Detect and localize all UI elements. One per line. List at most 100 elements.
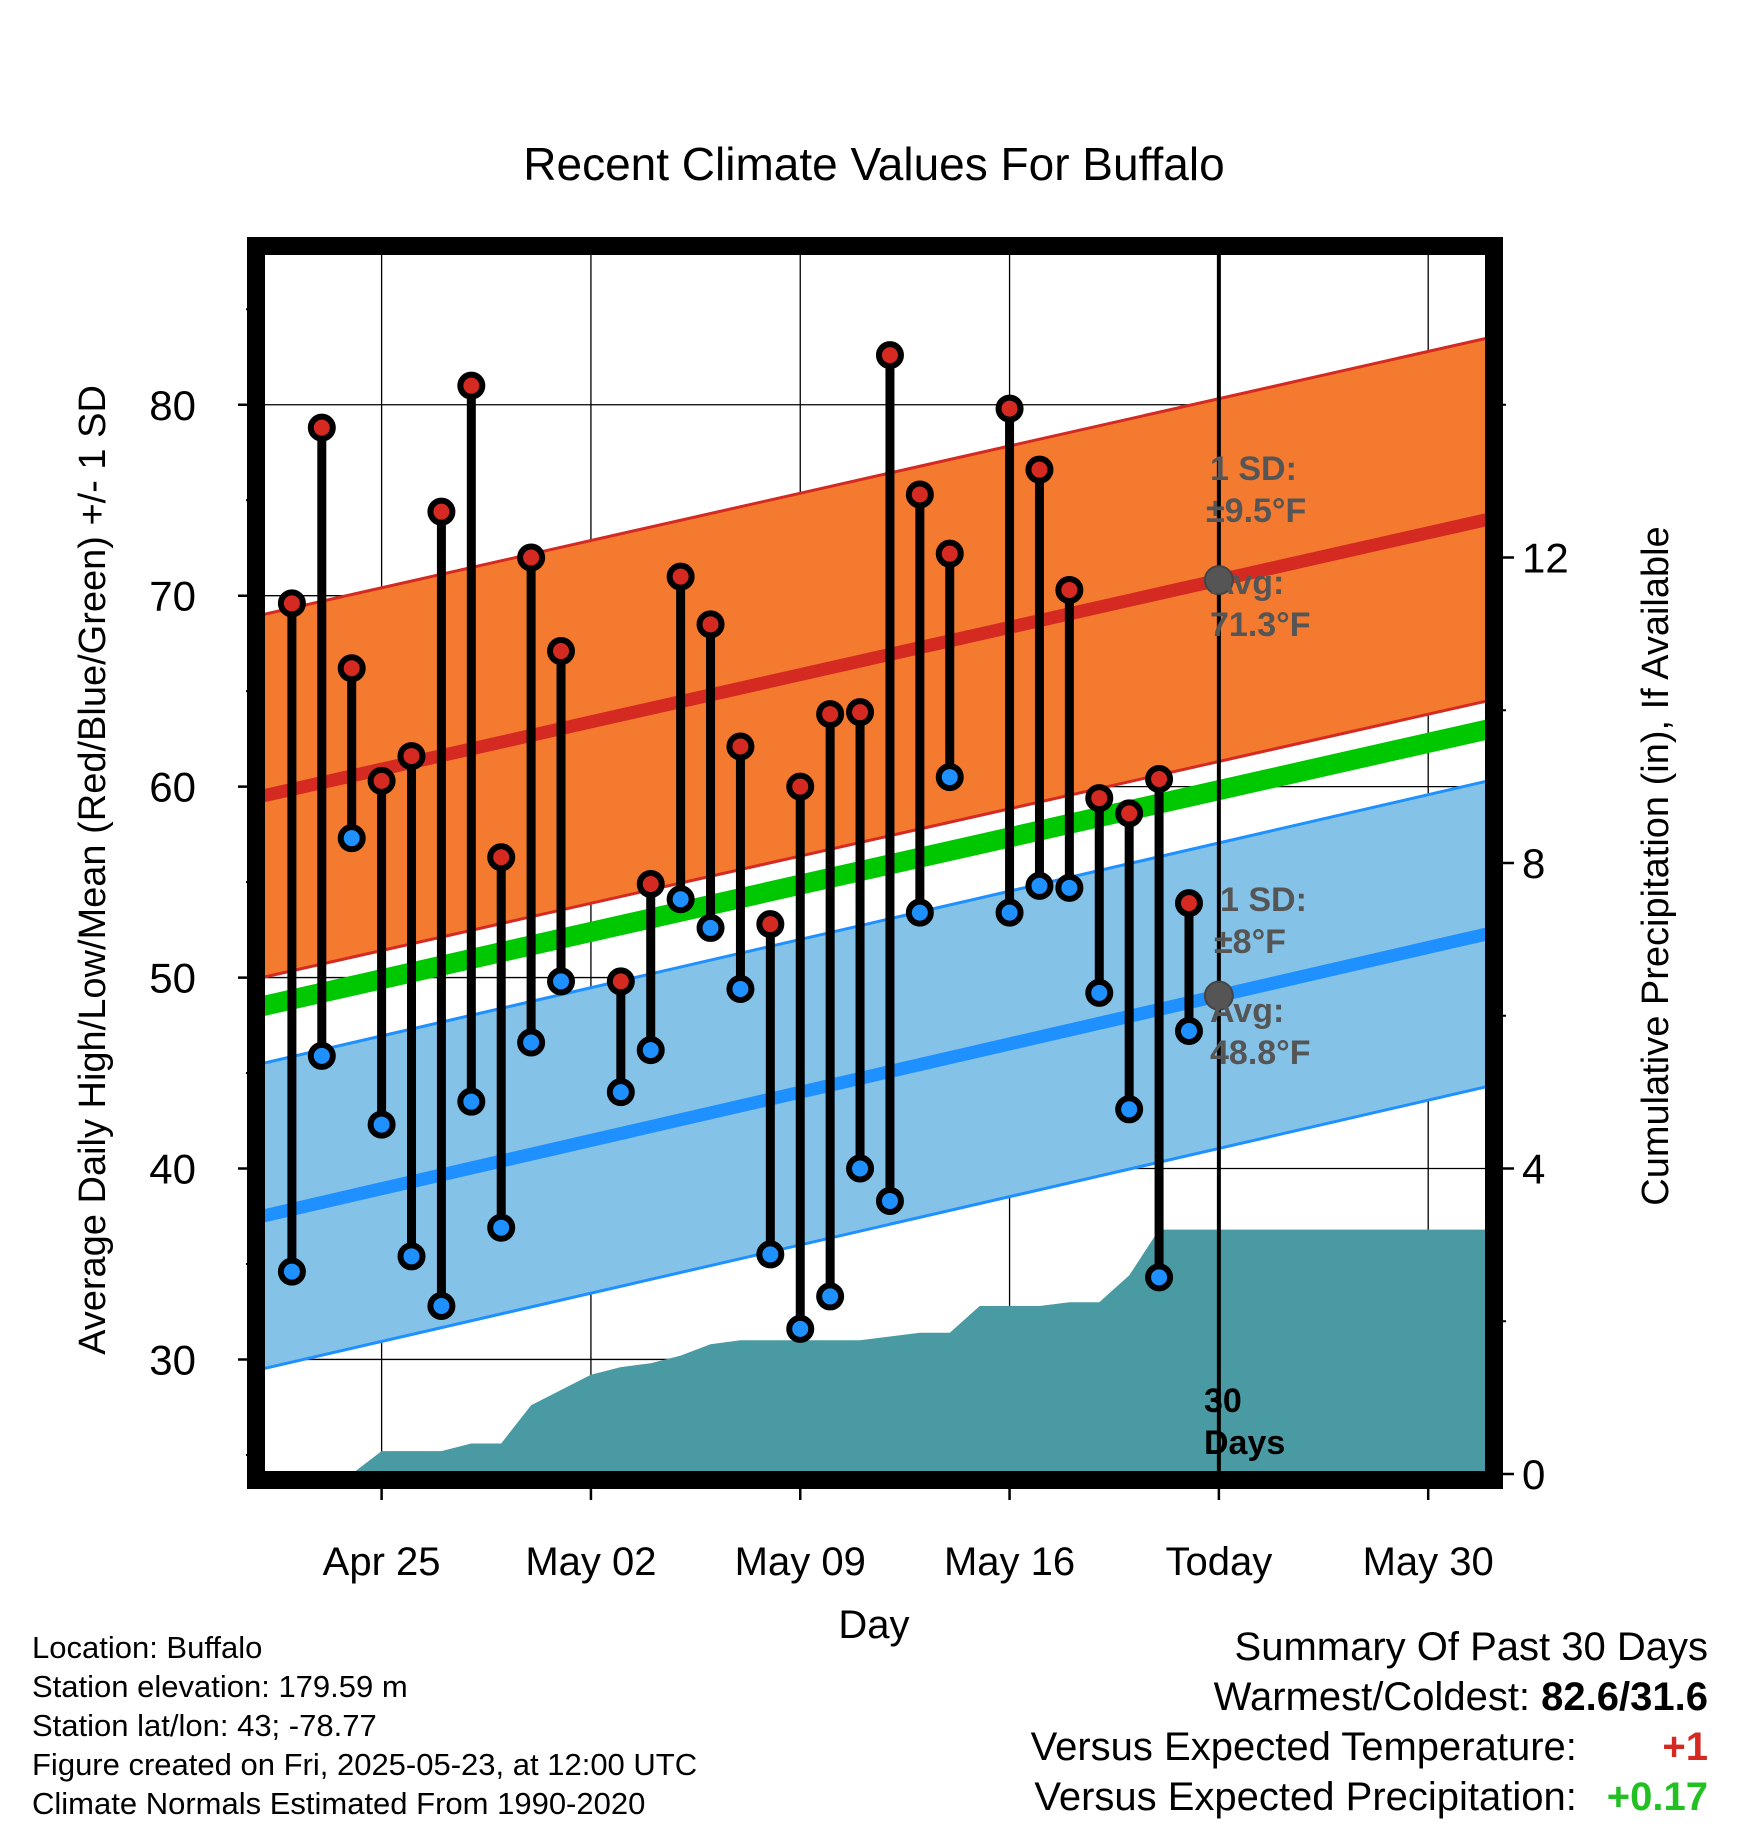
x-tick-label: May 09 <box>735 1540 866 1584</box>
high-point <box>397 742 426 771</box>
temp-value: +1 <box>1662 1725 1708 1769</box>
high-avg-value: 71.3°F <box>1210 606 1311 644</box>
x-axis-label: Day <box>838 1603 909 1647</box>
low-point <box>786 1314 815 1343</box>
low-point <box>636 1036 665 1065</box>
high-point <box>337 654 366 683</box>
y-tick-label: 80 <box>149 382 196 429</box>
low-point <box>337 824 366 853</box>
axes: 30 40 50 60 70 80 0 4 8 12 Apr 25 May 02 May 09 May 1… <box>149 237 1569 1584</box>
x-tick-label: May 30 <box>1363 1540 1494 1584</box>
high-point <box>1145 764 1174 793</box>
low-point <box>606 1078 635 1107</box>
y-tick-label: 70 <box>149 573 196 620</box>
low-point <box>905 898 934 927</box>
high-sd-label: 1 SD: <box>1210 450 1297 488</box>
high-avg-label: Avg: <box>1210 564 1284 602</box>
chart-title: Recent Climate Values For Buffalo <box>523 138 1224 190</box>
low-point <box>367 1110 396 1139</box>
y2-tick-label: 4 <box>1522 1146 1545 1193</box>
low-point <box>1085 978 1114 1007</box>
high-point <box>1174 889 1203 918</box>
high-point <box>666 562 695 591</box>
low-point <box>277 1257 306 1286</box>
high-point <box>1025 455 1054 484</box>
high-point <box>696 610 725 639</box>
low-point <box>875 1186 904 1215</box>
high-point <box>1055 575 1084 604</box>
high-avg-marker <box>1203 565 1234 596</box>
summary-temp-row: Versus Expected Temperature: +1 <box>1031 1722 1708 1772</box>
high-point <box>427 497 456 526</box>
x-tick-label: May 16 <box>944 1540 1075 1584</box>
high-point <box>875 341 904 370</box>
summary-warm-row: Warmest/Coldest: 82.6/31.6 <box>1031 1672 1708 1722</box>
high-point <box>935 539 964 568</box>
low-point <box>517 1028 546 1057</box>
low-point <box>1145 1263 1174 1292</box>
low-point <box>397 1242 426 1271</box>
low-point <box>547 967 576 996</box>
low-sd-label: 1 SD: <box>1220 881 1307 919</box>
high-point <box>517 543 546 572</box>
high-point <box>726 732 755 761</box>
mean-normal-line <box>262 719 1488 1016</box>
high-point <box>367 766 396 795</box>
warm-label: Warmest/Coldest: <box>1213 1675 1531 1719</box>
plot-area: 1 SD: ±9.5°F Avg: 71.3°F 1 SD: ±8°F Avg: 48.8°F… <box>262 252 1488 1474</box>
y2-tick-label: 8 <box>1522 840 1545 887</box>
low-point <box>307 1041 336 1070</box>
low-sd-value: ±8°F <box>1214 923 1286 961</box>
warm-value: 82.6/31.6 <box>1541 1675 1708 1719</box>
precip-value: +0.17 <box>1606 1775 1708 1819</box>
created-text: Figure created on Fri, 2025-05-23, at 12… <box>32 1747 698 1782</box>
location-text: Location: Buffalo <box>32 1630 263 1665</box>
y-tick-label: 50 <box>149 955 196 1002</box>
station-info: Location: Buffalo Station elevation: 179… <box>32 1628 697 1823</box>
low-avg-label: Avg: <box>1210 992 1284 1030</box>
summary-precip-row: Versus Expected Precipitation: +0.17 <box>1031 1772 1708 1822</box>
low-point <box>427 1291 456 1320</box>
high-point <box>1085 784 1114 813</box>
high-point <box>307 413 336 442</box>
y2-tick-label: 12 <box>1522 535 1569 582</box>
low-point <box>995 898 1024 927</box>
low-point <box>1115 1095 1144 1124</box>
high-point <box>816 700 845 729</box>
precip-label: Versus Expected Precipitation: <box>1034 1775 1577 1819</box>
low-point <box>666 885 695 914</box>
days-word: Days <box>1204 1424 1285 1462</box>
low-point <box>1174 1017 1203 1046</box>
high-point <box>487 843 516 872</box>
low-point <box>935 763 964 792</box>
low-point <box>457 1087 486 1116</box>
high-point <box>905 480 934 509</box>
low-point <box>1055 873 1084 902</box>
precip-area <box>351 1229 1488 1474</box>
low-point <box>696 913 725 942</box>
high-point <box>995 394 1024 423</box>
x-tick-label: Apr 25 <box>323 1540 441 1584</box>
y-axis-label: Average Daily High/Low/Mean (Red/Blue/Gr… <box>72 385 114 1355</box>
high-point <box>846 698 875 727</box>
normals-text: Climate Normals Estimated From 1990-2020 <box>32 1786 646 1821</box>
high-point <box>277 589 306 618</box>
high-point <box>636 870 665 899</box>
y-tick-label: 30 <box>149 1336 196 1383</box>
y-tick-label: 60 <box>149 764 196 811</box>
high-point <box>457 371 486 400</box>
y2-tick-label: 0 <box>1522 1451 1545 1498</box>
x-tick-label: Today <box>1166 1540 1273 1584</box>
low-point <box>756 1240 785 1269</box>
low-avg-value: 48.8°F <box>1210 1034 1311 1072</box>
low-avg-marker <box>1203 980 1234 1011</box>
high-sd-value: ±9.5°F <box>1206 492 1306 530</box>
low-point <box>487 1213 516 1242</box>
y2-axis-label: Cumulative Precipitation (in), If Availa… <box>1635 526 1677 1205</box>
high-point <box>1115 799 1144 828</box>
high-point <box>786 772 815 801</box>
y-tick-label: 40 <box>149 1146 196 1193</box>
high-normal-line <box>262 512 1488 803</box>
low-normal-line <box>262 927 1488 1223</box>
